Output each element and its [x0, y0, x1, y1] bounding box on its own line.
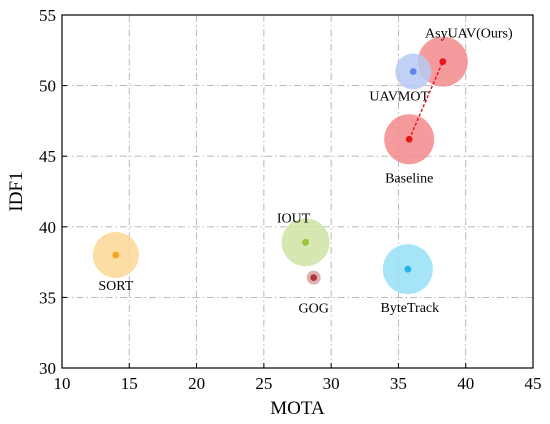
x-tick-label: 10: [54, 374, 71, 393]
point-label-gog: GOG: [298, 302, 328, 317]
y-axis-label: IDF1: [6, 171, 27, 211]
x-tick-labels: 10 15 20 25 30 35 40 45: [54, 374, 542, 393]
y-tick-label: 45: [39, 147, 56, 166]
x-tick-label: 15: [121, 374, 138, 393]
point-label-iout: IOUT: [277, 211, 311, 226]
y-tick-label: 40: [39, 218, 56, 237]
y-tick-label: 35: [39, 288, 56, 307]
x-tick-label: 35: [390, 374, 407, 393]
ticks: [61, 14, 534, 369]
point-sort: [112, 251, 120, 259]
point-asyuav-ours: [439, 58, 447, 65]
y-tick-label: 50: [39, 77, 56, 96]
x-tick-label: 45: [525, 374, 542, 393]
y-tick-label: 55: [39, 6, 56, 25]
y-tick-label: 30: [39, 359, 56, 378]
connectors: [408, 61, 444, 140]
point-labels: AsyUAV(Ours) UAVMOT Baseline IOUT SORT GOG Byt…: [98, 27, 513, 317]
y-tick-labels: 30 35 40 45 50 55: [39, 6, 56, 378]
plot-frame: [61, 14, 534, 369]
point-label-uavmot: UAVMOT: [369, 89, 429, 104]
x-tick-label: 40: [457, 374, 474, 393]
point-uavmot: [409, 68, 417, 75]
point-label-bytetrack: ByteTrack: [381, 301, 440, 316]
point-gog: [310, 274, 318, 282]
point-baseline: [405, 135, 413, 143]
point-label-baseline: Baseline: [385, 171, 433, 186]
connector-line: [408, 61, 444, 140]
x-tick-label: 25: [255, 374, 272, 393]
x-axis-label: MOTA: [270, 398, 325, 419]
point-bytetrack: [404, 265, 412, 273]
x-tick-label: 30: [323, 374, 340, 393]
x-tick-label: 20: [188, 374, 205, 393]
points: [112, 58, 447, 282]
grid: [62, 15, 533, 368]
point-iout: [302, 238, 309, 246]
point-label-sort: SORT: [98, 279, 133, 294]
point-label-asyuav-ours: AsyUAV(Ours): [425, 27, 513, 42]
